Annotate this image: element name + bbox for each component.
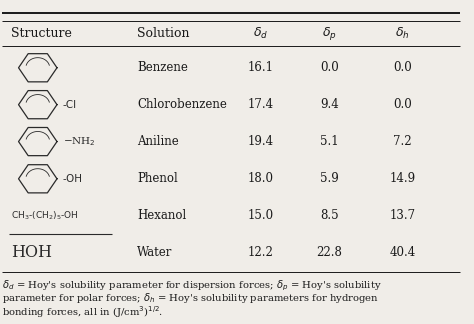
Text: Chlorobenzene: Chlorobenzene [137,98,227,111]
Text: 19.4: 19.4 [247,135,273,148]
Text: -OH: -OH [63,174,83,184]
Text: Water: Water [137,246,173,259]
Text: 5.9: 5.9 [320,172,338,185]
Text: 18.0: 18.0 [247,172,273,185]
Text: 17.4: 17.4 [247,98,273,111]
Text: 22.8: 22.8 [316,246,342,259]
Text: $-$NH$_2$: $-$NH$_2$ [63,135,96,148]
Text: 15.0: 15.0 [247,209,273,222]
Text: $\delta_d$: $\delta_d$ [253,26,268,41]
Text: 8.5: 8.5 [320,209,338,222]
Text: Benzene: Benzene [137,61,188,74]
Text: Hexanol: Hexanol [137,209,186,222]
Text: parameter for polar forces; $\delta_h$ = Hoy's solubility parameters for hydroge: parameter for polar forces; $\delta_h$ =… [2,291,379,306]
Text: 13.7: 13.7 [389,209,415,222]
Text: 16.1: 16.1 [247,61,273,74]
Text: 0.0: 0.0 [320,61,338,74]
Text: $\delta_p$: $\delta_p$ [322,25,337,42]
Text: -Cl: -Cl [63,100,77,110]
Text: bonding forces, all in (J/cm$^3$)$^{1/2}$.: bonding forces, all in (J/cm$^3$)$^{1/2}… [2,304,163,320]
Text: 0.0: 0.0 [393,61,412,74]
Text: Phenol: Phenol [137,172,178,185]
Text: Solution: Solution [137,27,190,40]
Text: 12.2: 12.2 [247,246,273,259]
Text: Aniline: Aniline [137,135,179,148]
Text: 5.1: 5.1 [320,135,338,148]
Text: 7.2: 7.2 [393,135,411,148]
Text: 14.9: 14.9 [389,172,415,185]
Text: HOH: HOH [11,244,52,261]
Text: Structure: Structure [11,27,72,40]
Text: 40.4: 40.4 [389,246,416,259]
Text: CH$_3$-(CH$_2$)$_5$-OH: CH$_3$-(CH$_2$)$_5$-OH [11,209,79,222]
Text: 9.4: 9.4 [320,98,338,111]
Text: 0.0: 0.0 [393,98,412,111]
Text: $\delta_h$: $\delta_h$ [395,26,410,41]
Text: $\delta_d$ = Hoy's solubility parameter for dispersion forces; $\delta_p$ = Hoy': $\delta_d$ = Hoy's solubility parameter … [2,279,382,293]
